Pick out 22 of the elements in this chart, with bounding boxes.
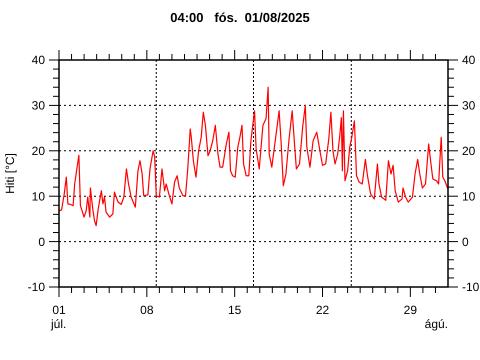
x-tick-label: 29 (404, 303, 418, 317)
y2-tick-label: 40 (462, 53, 476, 68)
y-tick-label: 30 (32, 98, 46, 113)
y-axis-title: Hiti [°C] (3, 153, 17, 194)
y2-tick-label: -10 (462, 280, 480, 294)
text: júl. (50, 317, 66, 331)
x-tick-label: 22 (316, 303, 330, 317)
y2-tick-label: 30 (462, 98, 476, 113)
line-series (58, 86, 448, 226)
x-tick-label: 01 (52, 303, 66, 317)
y-tick-label: 10 (32, 189, 46, 204)
y-tick-label: -10 (28, 280, 46, 294)
x-tick-label: 08 (140, 303, 154, 317)
y-tick-label: 20 (32, 144, 46, 158)
y2-tick-label: 20 (462, 144, 476, 158)
y-tick-label: 0 (38, 234, 46, 249)
y2-tick-label: 10 (462, 189, 476, 204)
x-tick-label: 15 (228, 303, 242, 317)
text: ágú. (424, 317, 448, 331)
y-tick-label: 40 (32, 53, 46, 68)
y2-tick-label: 0 (462, 234, 469, 249)
chart-title: 04:00 fós. 01/08/2025 (170, 10, 310, 25)
